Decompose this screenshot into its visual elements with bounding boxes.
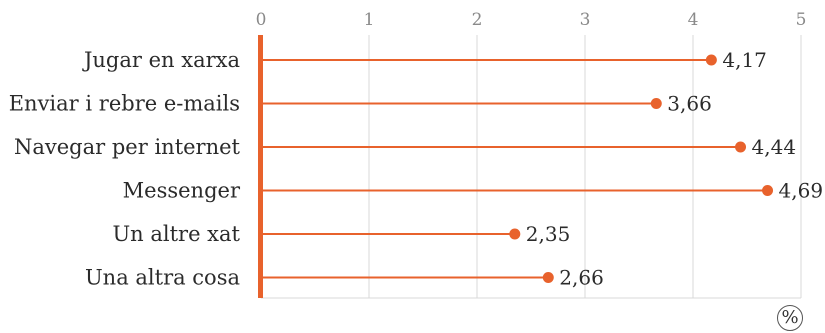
series-stems (261, 54, 774, 283)
y-axis-line (258, 35, 263, 298)
data-label: 3,66 (667, 92, 712, 116)
category-label: Enviar i rebre e-mails (9, 92, 240, 116)
data-point (735, 141, 747, 153)
x-tick-label: 1 (364, 10, 375, 30)
data-label: 4,17 (722, 48, 767, 72)
data-point (509, 228, 521, 240)
x-axis-ticks: 0 1 2 3 4 5 (256, 10, 807, 30)
x-tick-label: 2 (472, 10, 483, 30)
category-labels: Jugar en xarxa Enviar i rebre e-mails Nave… (9, 48, 241, 290)
data-label: 2,66 (559, 266, 604, 290)
data-label: 4,69 (779, 179, 824, 203)
data-label: 4,44 (752, 135, 797, 159)
x-tick-label: 0 (256, 10, 267, 30)
category-label: Messenger (123, 179, 241, 203)
category-label: Una altra cosa (85, 266, 240, 290)
x-tick-label: 3 (580, 10, 591, 30)
category-label: Un altre xat (112, 222, 240, 246)
x-tick-label: 4 (688, 10, 699, 30)
data-point (705, 54, 717, 66)
category-label: Navegar per internet (14, 135, 241, 159)
data-point (650, 98, 662, 109)
data-point (542, 272, 554, 283)
data-point (762, 185, 774, 196)
unit-label: % (777, 305, 803, 331)
value-labels: 4,17 3,66 4,44 4,69 2,35 2,66 (526, 48, 823, 290)
x-tick-label: 5 (796, 10, 807, 30)
category-label: Jugar en xarxa (82, 48, 240, 72)
gridlines (260, 35, 802, 299)
data-label: 2,35 (526, 222, 571, 246)
